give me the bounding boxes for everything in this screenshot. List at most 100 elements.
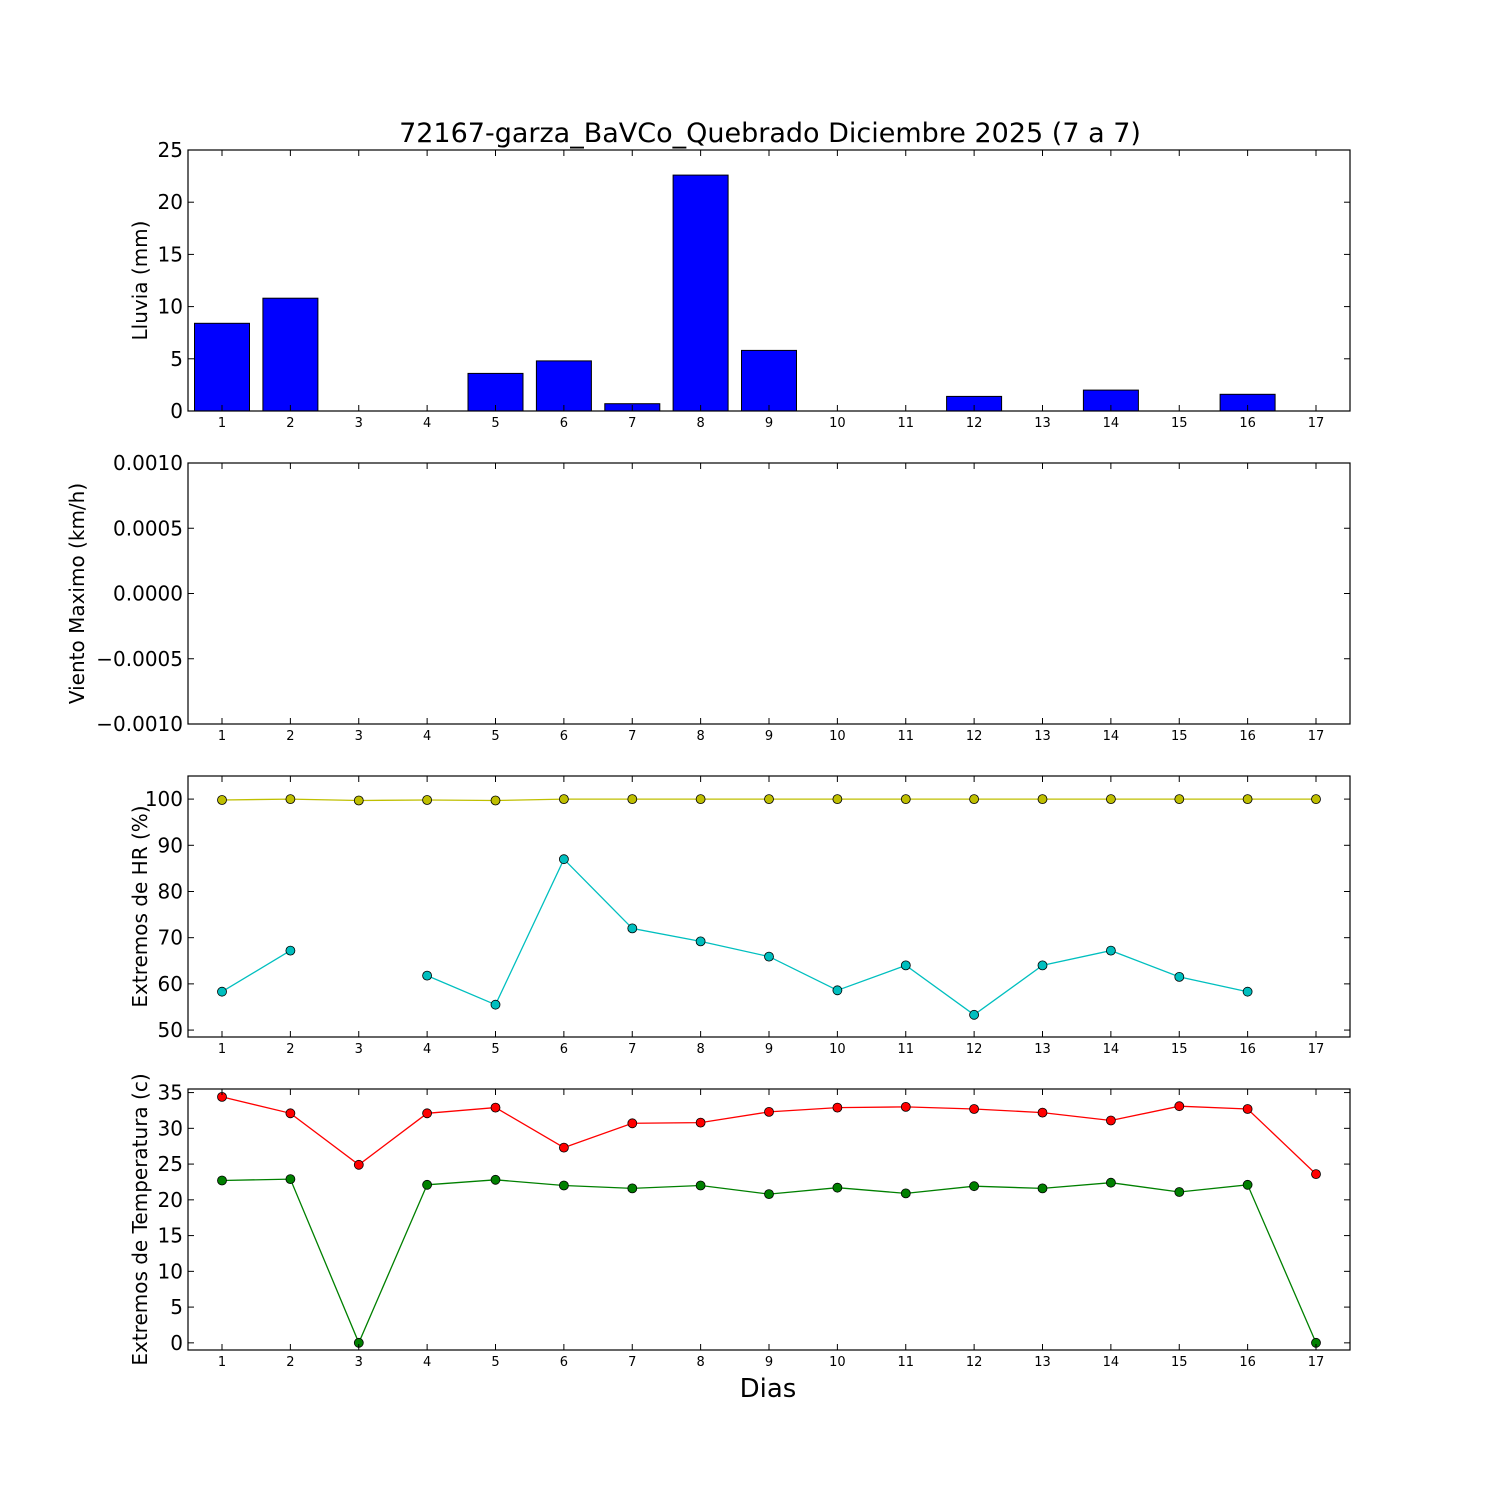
hr-xtick-label: 7 (628, 1042, 636, 1057)
temp-xtick-label: 12 (966, 1355, 983, 1370)
temp-xtick-label: 5 (491, 1355, 499, 1370)
hr-min-point-day-9 (764, 951, 774, 962)
rain-bar-day-1 (194, 322, 250, 412)
rain-xtick-label: 3 (355, 416, 363, 431)
hr-xtick-label: 15 (1171, 1042, 1188, 1057)
temp-xtick-label: 15 (1171, 1355, 1188, 1370)
hr-ytick-label: 70 (158, 926, 183, 950)
hr-min-point-day-16 (1242, 986, 1253, 997)
hr-xtick-label: 13 (1034, 1042, 1051, 1057)
wind-y-axis-label: Viento Maximo (km/h) (65, 483, 89, 704)
temp-xtick-label: 17 (1308, 1355, 1325, 1370)
temp-xtick-label: 6 (560, 1355, 568, 1370)
hr-ytick-label: 90 (158, 833, 183, 857)
hr-max-point-day-4 (422, 795, 433, 805)
temp-min-point-day-5 (490, 1174, 501, 1185)
temp-xtick-label: 1 (218, 1355, 226, 1370)
hr-min-point-day-5 (490, 999, 501, 1010)
hr-min-point-day-11 (900, 960, 911, 971)
temp-min-point-day-7 (627, 1183, 638, 1194)
wind-xtick-label: 6 (560, 729, 568, 744)
temp-max-point-day-12 (969, 1104, 979, 1114)
temp-min-point-day-1 (217, 1175, 227, 1186)
rain-xtick-label: 17 (1308, 416, 1325, 431)
hr-xtick-label: 9 (765, 1042, 773, 1057)
hr-min-point-day-4 (422, 970, 433, 981)
temp-min-point-day-6 (559, 1180, 569, 1191)
rain-xtick-label: 15 (1171, 416, 1188, 431)
temp-xtick-label: 11 (897, 1355, 914, 1370)
hr-xtick-label: 16 (1239, 1042, 1256, 1057)
rain-xtick-label: 13 (1034, 416, 1051, 431)
wind-xtick-label: 1 (218, 729, 226, 744)
hr-max-point-day-8 (695, 794, 706, 804)
hr-xtick-label: 11 (897, 1042, 914, 1057)
temp-ytick-label: 20 (158, 1188, 183, 1212)
temp-max-point-day-11 (900, 1102, 911, 1112)
hr-max-point-day-12 (969, 794, 979, 804)
wind-xtick-label: 14 (1103, 729, 1120, 744)
wind-xtick-label: 9 (765, 729, 773, 744)
temp-max-point-day-3 (353, 1159, 364, 1170)
temp-xtick-label: 9 (765, 1355, 773, 1370)
rain-bar-day-2 (262, 297, 319, 412)
hr-xtick-label: 12 (966, 1042, 983, 1057)
temp-min-point-day-14 (1106, 1177, 1116, 1188)
wind-xtick-label: 11 (897, 729, 914, 744)
hr-xtick-label: 6 (560, 1042, 568, 1057)
temp-min-point-day-13 (1037, 1183, 1048, 1194)
rain-xtick-label: 2 (286, 416, 294, 431)
rain-xtick-label: 4 (423, 416, 431, 431)
rain-ytick-label: 0 (170, 399, 183, 423)
hr-min-point-day-12 (969, 1009, 979, 1020)
hr-max-point-day-16 (1242, 794, 1253, 804)
temp-min-point-day-10 (832, 1182, 843, 1193)
rain-ytick-label: 5 (170, 347, 183, 371)
temp-xtick-label: 7 (628, 1355, 636, 1370)
temp-ytick-label: 25 (158, 1152, 183, 1176)
temp-max-point-day-2 (285, 1108, 296, 1119)
rain-xtick-label: 1 (218, 416, 226, 431)
hr-xtick-label: 5 (491, 1042, 499, 1057)
temp-min-point-day-12 (969, 1181, 979, 1192)
hr-xtick-label: 3 (355, 1042, 363, 1057)
temp-min-point-day-9 (764, 1189, 774, 1199)
temp-xtick-label: 2 (286, 1355, 294, 1370)
rain-xtick-label: 5 (491, 416, 499, 431)
temp-xtick-label: 16 (1239, 1355, 1256, 1370)
temp-max-point-day-5 (490, 1102, 501, 1113)
hr-xtick-label: 2 (286, 1042, 294, 1057)
hr-min-point-day-7 (627, 923, 638, 934)
rain-xtick-label: 11 (897, 416, 914, 431)
temp-ytick-label: 35 (158, 1081, 183, 1105)
hr-ytick-label: 50 (158, 1018, 183, 1042)
temp-min-point-day-2 (285, 1174, 296, 1184)
wind-xtick-label: 3 (355, 729, 363, 744)
hr-max-point-day-11 (900, 794, 911, 804)
hr-min-point-day-10 (832, 985, 843, 996)
hr-max-point-day-5 (490, 795, 501, 806)
wind-xtick-label: 10 (829, 729, 846, 744)
temp-xtick-label: 4 (423, 1355, 431, 1370)
hr-min-point-day-14 (1106, 945, 1116, 956)
hr-max-point-day-1 (217, 795, 227, 805)
rain-ytick-label: 25 (158, 138, 183, 162)
temp-max-point-day-4 (422, 1108, 433, 1119)
temp-max-point-day-6 (559, 1142, 569, 1153)
temp-ytick-label: 30 (158, 1116, 183, 1140)
wind-xtick-label: 12 (966, 729, 983, 744)
wind-xtick-label: 2 (286, 729, 294, 744)
rain-ytick-label: 15 (158, 242, 183, 266)
wind-ytick-label: 0.0000 (113, 582, 183, 606)
temp-max-point-day-13 (1037, 1107, 1048, 1118)
hr-xtick-label: 8 (696, 1042, 704, 1057)
temp-xtick-label: 14 (1103, 1355, 1120, 1370)
hr-max-point-day-15 (1174, 794, 1185, 804)
temp-ytick-label: 15 (158, 1224, 183, 1248)
hr-xtick-label: 14 (1103, 1042, 1120, 1057)
temp-ytick-label: 5 (170, 1295, 183, 1319)
temp-min-point-day-8 (695, 1180, 706, 1191)
hr-ytick-label: 100 (145, 787, 183, 811)
